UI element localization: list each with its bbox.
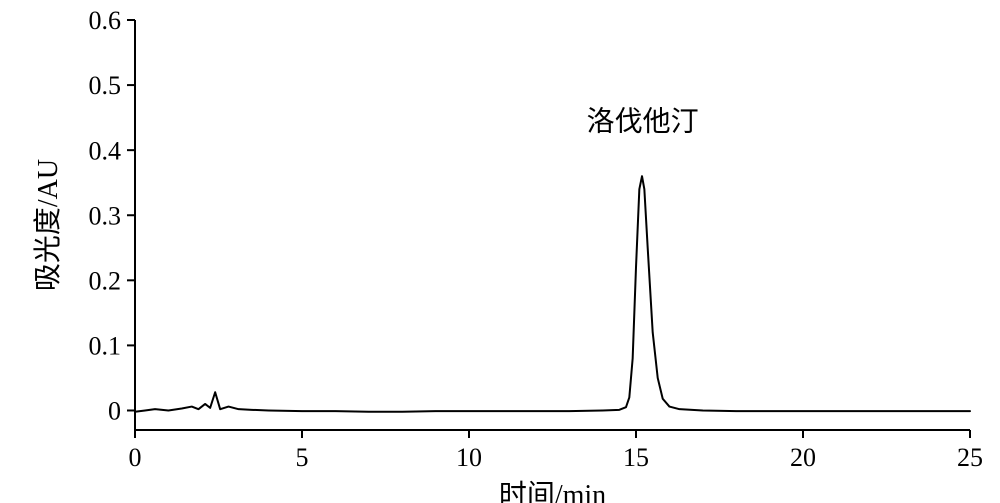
y-tick-label: 0.2 xyxy=(89,266,122,295)
x-tick-label: 10 xyxy=(456,443,482,472)
x-tick-label: 25 xyxy=(957,443,983,472)
x-tick-label: 5 xyxy=(296,443,309,472)
y-tick-label: 0.5 xyxy=(89,71,122,100)
x-axis-label: 时间/min xyxy=(499,479,606,503)
x-tick-label: 15 xyxy=(623,443,649,472)
chromatogram-trace xyxy=(135,176,970,412)
x-tick-label: 0 xyxy=(129,443,142,472)
x-tick-label: 20 xyxy=(790,443,816,472)
y-tick-label: 0.4 xyxy=(89,136,122,165)
y-tick-label: 0 xyxy=(108,397,121,426)
y-tick-label: 0.1 xyxy=(89,331,122,360)
peak-label: 洛伐他汀 xyxy=(587,106,699,138)
y-axis-label: 吸光度/AU xyxy=(32,159,64,291)
y-tick-label: 0.6 xyxy=(89,6,122,35)
y-tick-label: 0.3 xyxy=(89,201,122,230)
chromatogram-chart: 0 5 10 15 20 25 0 0.1 0.2 0.3 0.4 0.5 0.6 时间/min 吸光度/… xyxy=(0,0,1000,503)
